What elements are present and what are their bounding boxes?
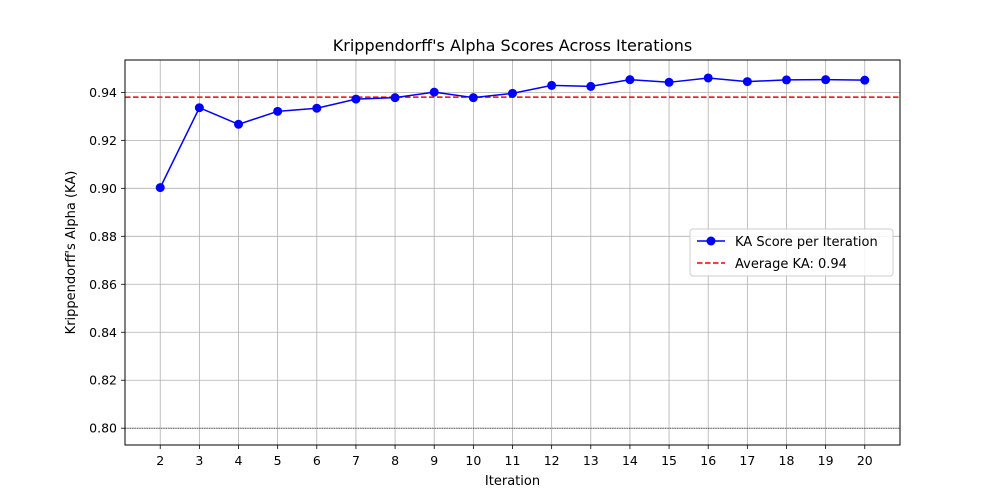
x-tick-label: 12: [544, 453, 560, 468]
y-tick-label: 0.84: [89, 325, 117, 340]
y-tick-label: 0.90: [89, 181, 117, 196]
x-tick-label: 13: [583, 453, 599, 468]
x-tick-label: 5: [274, 453, 282, 468]
data-point: [625, 75, 635, 85]
legend-label-series: KA Score per Iteration: [735, 235, 878, 250]
data-point: [547, 80, 557, 90]
series-layer: [155, 73, 870, 193]
legend-series-marker-swatch: [706, 236, 716, 246]
data-point: [664, 77, 674, 87]
x-axis-ticks: 2 3 4 5 6 7 8 9 10 11 12 13 14 15 16 17 18 19 20: [156, 445, 873, 468]
data-point: [860, 75, 870, 85]
legend-label-average: Average KA: 0.94: [735, 257, 847, 272]
data-point: [468, 93, 478, 103]
data-point: [821, 75, 831, 85]
data-point: [194, 103, 204, 113]
x-tick-label: 20: [857, 453, 873, 468]
data-point: [586, 81, 596, 91]
data-point: [429, 87, 439, 97]
x-tick-label: 15: [661, 453, 677, 468]
data-point: [508, 88, 517, 98]
data-point: [742, 77, 752, 87]
x-tick-label: 18: [779, 453, 795, 468]
y-tick-label: 0.88: [89, 229, 117, 244]
data-point: [312, 103, 322, 113]
data-point: [273, 106, 283, 116]
y-axis-title: Krippendorff's Alpha (KA): [64, 171, 79, 335]
x-tick-label: 4: [235, 453, 243, 468]
data-point: [703, 73, 713, 83]
chart-title: Krippendorff's Alpha Scores Across Itera…: [333, 36, 692, 55]
x-tick-label: 10: [465, 453, 481, 468]
x-tick-label: 6: [313, 453, 321, 468]
x-tick-label: 2: [156, 453, 164, 468]
x-tick-label: 17: [739, 453, 755, 468]
x-tick-label: 19: [818, 453, 834, 468]
x-tick-label: 16: [700, 453, 716, 468]
data-point: [351, 94, 361, 104]
y-tick-label: 0.92: [89, 133, 117, 148]
x-tick-label: 8: [391, 453, 399, 468]
x-tick-label: 7: [352, 453, 360, 468]
x-tick-label: 9: [430, 453, 438, 468]
data-point: [155, 183, 165, 193]
x-tick-label: 3: [195, 453, 203, 468]
x-tick-label: 11: [505, 453, 521, 468]
y-tick-label: 0.80: [89, 421, 117, 436]
x-axis-title: Iteration: [485, 474, 540, 489]
data-point: [781, 75, 791, 85]
y-tick-label: 0.82: [89, 373, 117, 388]
data-point: [234, 119, 244, 129]
y-tick-label: 0.86: [89, 277, 117, 292]
legend: KA Score per Iteration Average KA: 0.94: [689, 228, 894, 277]
x-tick-label: 14: [622, 453, 638, 468]
y-tick-label: 0.94: [89, 85, 117, 100]
legend-box: [689, 228, 894, 277]
y-axis-ticks: 0.80 0.82 0.84 0.86 0.88 0.90 0.92 0.94: [89, 85, 125, 436]
data-point: [390, 93, 400, 103]
